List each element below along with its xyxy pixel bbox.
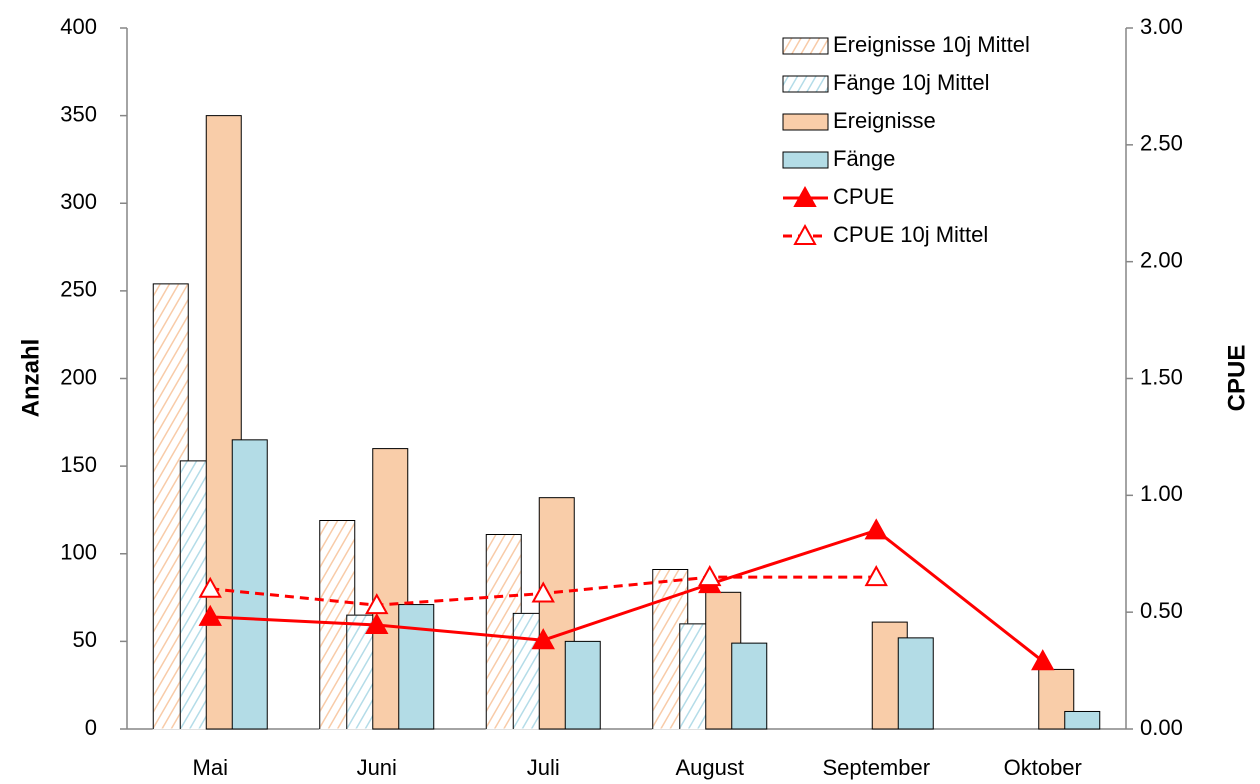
bar	[731, 642, 768, 730]
legend-swatch	[782, 151, 829, 169]
y-tick-label: 300	[60, 189, 97, 214]
marker	[864, 518, 888, 540]
y-tick-label: 400	[60, 14, 97, 39]
marker	[531, 628, 555, 650]
x-tick-label: August	[676, 755, 745, 780]
legend-swatch	[782, 37, 829, 55]
marker	[198, 604, 222, 626]
marker	[198, 576, 222, 598]
marker	[698, 565, 722, 587]
y2-tick-label: 1.50	[1140, 364, 1183, 389]
x-tick-label: Juni	[357, 755, 397, 780]
x-tick-label: Juli	[527, 755, 560, 780]
bar	[1064, 710, 1101, 730]
legend-label: Fänge 10j Mittel	[833, 70, 990, 95]
legend-swatch	[782, 113, 829, 131]
marker	[1031, 649, 1055, 671]
y2-tick-label: 3.00	[1140, 14, 1183, 39]
bar	[564, 640, 601, 730]
bar	[897, 637, 934, 730]
legend-label: CPUE	[833, 184, 894, 209]
marker	[365, 612, 389, 635]
bar	[231, 439, 268, 730]
y-tick-label: 50	[73, 627, 97, 652]
y2-tick-label: 0.50	[1140, 598, 1183, 623]
y-tick-label: 0	[85, 715, 97, 740]
y-axis-label: Anzahl	[17, 339, 44, 418]
legend-swatch	[782, 75, 829, 93]
legend-label: CPUE 10j Mittel	[833, 222, 988, 247]
marker	[531, 581, 555, 603]
bar	[398, 604, 435, 730]
x-tick-label: September	[822, 755, 930, 780]
legend-marker	[793, 223, 817, 245]
legend-label: Ereignisse	[833, 108, 936, 133]
legend-marker	[793, 185, 817, 207]
y-tick-label: 100	[60, 540, 97, 565]
y2-tick-label: 0.00	[1140, 715, 1183, 740]
y2-tick-label: 1.00	[1140, 481, 1183, 506]
legend-label: Ereignisse 10j Mittel	[833, 32, 1030, 57]
marker	[864, 565, 888, 587]
line	[210, 528, 1044, 663]
y-tick-label: 250	[60, 277, 97, 302]
y2-tick-label: 2.50	[1140, 131, 1183, 156]
y-tick-label: 150	[60, 452, 97, 477]
y-tick-label: 350	[60, 101, 97, 126]
x-tick-label: Oktober	[1004, 755, 1082, 780]
marker	[365, 593, 389, 615]
y2-axis-label: CPUE	[1223, 345, 1250, 412]
legend-label: Fänge	[833, 146, 895, 171]
y-tick-label: 200	[60, 364, 97, 389]
y2-tick-label: 2.00	[1140, 247, 1183, 272]
x-tick-label: Mai	[193, 755, 228, 780]
